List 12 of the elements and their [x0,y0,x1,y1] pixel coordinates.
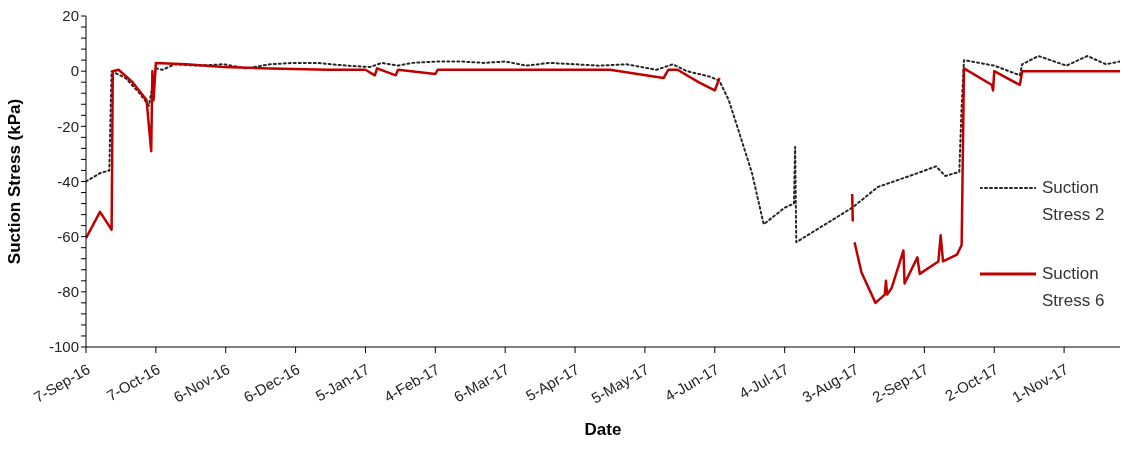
legend-label: Suction Stress 6 [1042,263,1106,312]
legend-label: Suction Stress 2 [1042,177,1106,226]
y-tick-label: -40 [57,172,79,190]
y-tick-label: -60 [57,227,79,245]
y-tick-label: 20 [62,7,79,25]
y-tick-label: -100 [48,338,79,356]
y-tick-label: -80 [57,283,79,301]
y-axis-title: Suction Stress (kPa) [5,98,25,265]
x-axis-title: Date [584,420,622,439]
line-series [86,55,1120,244]
y-tick-label: 0 [70,62,79,80]
y-tick-label: -20 [57,117,79,135]
